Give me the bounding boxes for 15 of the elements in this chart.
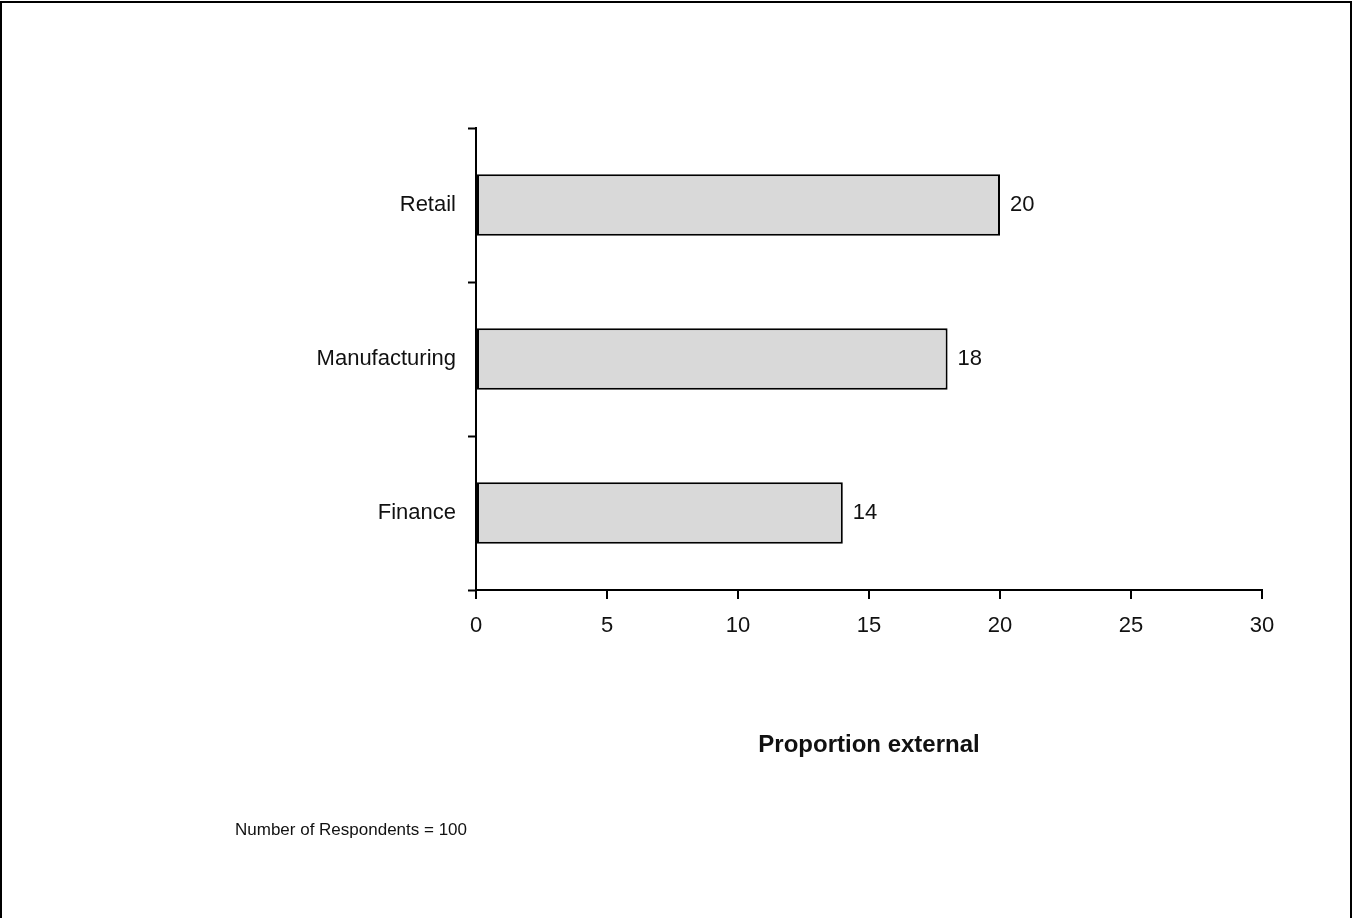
x-tick-label: 0 — [469, 612, 483, 638]
x-tick-label: 10 — [725, 612, 751, 638]
y-tick-label: Manufacturing — [316, 345, 456, 371]
x-axis-title: Proportion external — [758, 730, 980, 758]
data-label: 18 — [957, 345, 983, 371]
x-tick-label: 15 — [856, 612, 882, 638]
x-tick-label: 5 — [600, 612, 614, 638]
data-label: 20 — [1010, 191, 1035, 217]
x-tick-label: 20 — [987, 612, 1013, 638]
x-tick-label: 30 — [1249, 612, 1275, 638]
y-tick-label: Finance — [377, 499, 456, 525]
y-tick-label: Retail — [399, 191, 456, 217]
text: Number of Respondents = 100 — [235, 820, 468, 840]
data-label: 14 — [852, 499, 878, 525]
x-tick-label: 25 — [1118, 612, 1144, 638]
